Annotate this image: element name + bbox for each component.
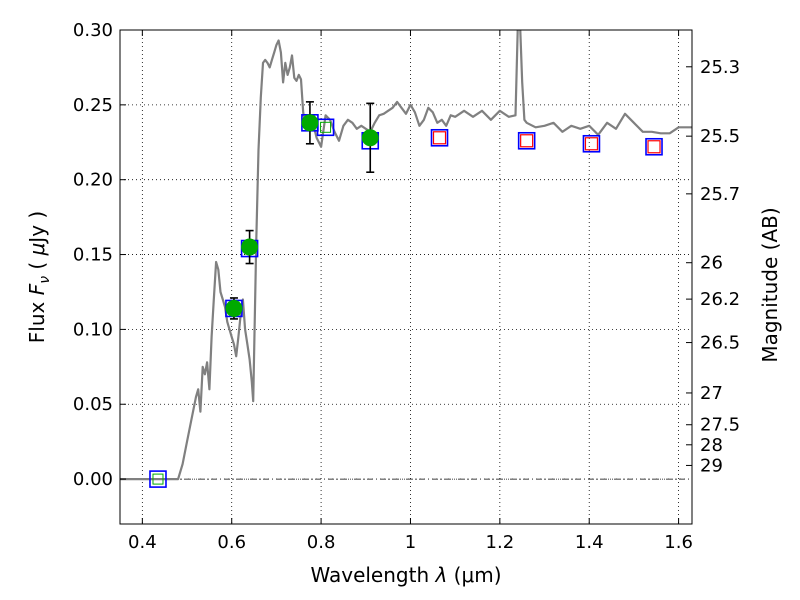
observed-point (225, 299, 243, 317)
upper-limit-square (520, 134, 534, 148)
model-photometry-inner-square (152, 473, 164, 485)
observed-point (361, 129, 379, 147)
right-tick-label: 26.5 (700, 333, 740, 354)
series-group (120, 30, 692, 488)
right-tick-label: 28 (700, 435, 723, 456)
y-tick-label: 0.15 (73, 245, 113, 266)
upper-limit-square (432, 131, 447, 145)
observed-point (241, 238, 259, 256)
x-tick-label: 0.8 (307, 532, 336, 553)
y-tick-label: 0.25 (73, 95, 113, 116)
x-tick-label: 1 (405, 532, 416, 553)
model-sed-line (120, 30, 692, 481)
series-layer (120, 30, 692, 488)
right-tick-label: 29 (700, 455, 723, 476)
model-photometry-square (149, 470, 167, 488)
y-tick-label: 0.05 (73, 394, 113, 415)
right-tick-label: 25.3 (700, 57, 740, 78)
y-tick-label: 0.30 (73, 20, 113, 41)
right-tick-label: 25.7 (700, 184, 740, 205)
right-tick-label: 26.2 (700, 289, 740, 310)
y-tick-label: 0.00 (73, 469, 113, 490)
upper-limit-square (584, 137, 599, 151)
plot-frame (119, 29, 693, 525)
model-photometry-square (517, 131, 536, 150)
x-axis-label: Wavelength λ (μm) (310, 563, 501, 587)
x-tick-label: 1.4 (575, 532, 604, 553)
x-tick-label: 1.6 (664, 532, 693, 553)
x-tick-label: 0.4 (128, 532, 157, 553)
observed-point (301, 114, 319, 132)
axis-ticks: 0.4 0.6 0.8 1 1.2 1.4 1.6 0.00 0.05 0.10 0.15 0.20 0… (73, 20, 740, 553)
model-photometry-square (645, 137, 663, 156)
x-tick-label: 0.6 (217, 532, 246, 553)
upper-limit-square (647, 140, 661, 154)
grid-lines (120, 29, 692, 524)
model-photometry-square (316, 118, 335, 137)
right-axis-label: Magnitude (AB) (758, 207, 782, 362)
right-tick-label: 26 (700, 253, 723, 274)
model-photometry-square (582, 134, 601, 153)
right-tick-label: 27 (700, 383, 723, 404)
model-photometry-square (430, 128, 449, 147)
y-tick-label: 0.10 (73, 319, 113, 340)
y-tick-label: 0.20 (73, 170, 113, 191)
model-photometry-inner-square (320, 121, 332, 133)
y-axis-label: Flux Fν ( μJy ) (25, 211, 53, 343)
right-tick-label: 27.5 (700, 415, 740, 436)
right-tick-label: 25.5 (700, 126, 740, 147)
x-tick-label: 1.2 (486, 532, 515, 553)
